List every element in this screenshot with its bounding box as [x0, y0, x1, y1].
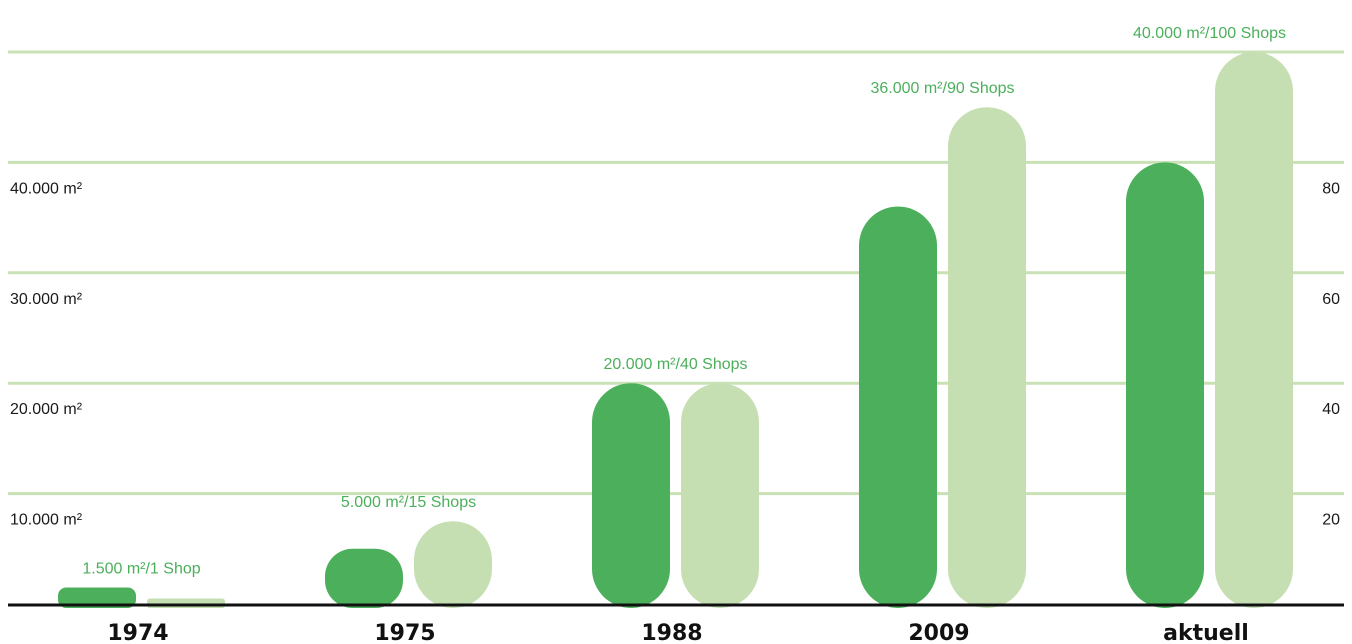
right-axis-tick-labels: 20 40 60 80 [1322, 180, 1340, 528]
bar-shops-1975 [414, 521, 492, 608]
bars [58, 52, 1293, 608]
left-axis-tick-label: 20.000 m² [10, 401, 83, 418]
bar-shops-aktuell [1215, 52, 1293, 608]
left-axis-tick-label: 30.000 m² [10, 291, 83, 308]
gridlines [8, 50, 1344, 496]
right-axis-tick-label: 20 [1322, 512, 1340, 529]
bar-area-aktuell [1126, 162, 1204, 608]
left-axis-tick-label: 40.000 m² [10, 180, 83, 197]
left-axis-tick-labels: 10.000 m² 20.000 m² 30.000 m² 40.000 m² [10, 180, 83, 528]
data-labels: 1.500 m²/1 Shop 5.000 m²/15 Shops 20.000 m… [82, 25, 1286, 577]
bar-area-1988 [592, 383, 670, 608]
category-label-aktuell: aktuell [1163, 621, 1249, 644]
category-label-1975: 1975 [374, 621, 435, 644]
bar-shops-2009 [948, 107, 1026, 608]
data-label-2009: 36.000 m²/90 Shops [870, 80, 1014, 97]
category-labels: 1974 1975 1988 2009 aktuell [107, 621, 1248, 644]
category-label-1988: 1988 [641, 621, 702, 644]
right-axis-tick-label: 60 [1322, 291, 1340, 308]
right-axis-tick-label: 40 [1322, 401, 1340, 418]
left-axis-tick-label: 10.000 m² [10, 512, 83, 529]
category-label-1974: 1974 [107, 621, 168, 644]
bar-shops-1988 [681, 383, 759, 608]
bar-area-2009 [859, 206, 937, 608]
data-label-aktuell: 40.000 m²/100 Shops [1133, 25, 1286, 42]
bar-area-1974 [58, 587, 136, 608]
bar-area-1975 [325, 548, 403, 608]
data-label-1975: 5.000 m²/15 Shops [341, 494, 476, 511]
data-label-1974: 1.500 m²/1 Shop [82, 560, 200, 577]
category-label-2009: 2009 [908, 621, 969, 644]
right-axis-tick-label: 80 [1322, 180, 1340, 197]
bar-shops-1974 [147, 598, 225, 608]
data-label-1988: 20.000 m²/40 Shops [603, 356, 747, 373]
